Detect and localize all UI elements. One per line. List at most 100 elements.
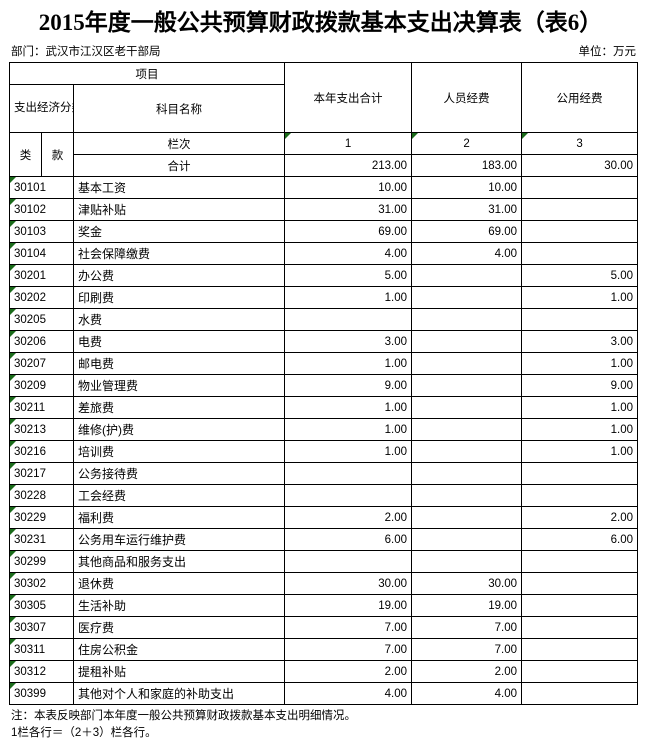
cell-value-public: 3.00	[521, 330, 639, 353]
header-row-item-group: 项目 本年支出合计 人员经费 公用经费	[8, 62, 639, 133]
cell-value-total	[284, 308, 413, 331]
cell-value-total: 2.00	[284, 506, 413, 529]
cell-value-public	[521, 616, 639, 639]
cell-value-personnel	[411, 550, 523, 573]
cell-value-personnel	[411, 418, 523, 441]
cell-value-personnel	[411, 506, 523, 529]
cell-value-total: 10.00	[284, 176, 413, 199]
cell-code: 30211	[9, 396, 74, 419]
header-code-sub-kuan: 款	[41, 132, 74, 177]
table-row: 30399 其他对个人和家庭的补助支出 4.00 4.00	[9, 682, 639, 705]
cell-value-public	[521, 484, 639, 507]
cell-value-total: 4.00	[284, 682, 413, 705]
cell-value-total: 31.00	[284, 198, 413, 221]
cell-value-personnel	[411, 462, 523, 485]
cell-value-total: 5.00	[284, 264, 413, 287]
cell-subject-name: 其他商品和服务支出	[72, 550, 286, 573]
cell-code: 30205	[9, 308, 74, 331]
header-name-col: 科目名称	[72, 84, 286, 133]
footer-notes: 注：本表反映部门本年度一般公共预算财政拨款基本支出明细情况。 1栏各行＝（2＋3…	[11, 708, 645, 742]
cell-subject-name: 工会经费	[72, 484, 286, 507]
cell-value-public: 1.00	[521, 418, 639, 441]
cell-subject-name: 基本工资	[72, 176, 286, 199]
cell-value-total: 6.00	[284, 528, 413, 551]
cell-subject-name: 水费	[72, 308, 286, 331]
cell-value-personnel	[411, 308, 523, 331]
cell-value-personnel	[411, 286, 523, 309]
cell-code: 30102	[9, 198, 74, 221]
cell-value-total	[284, 462, 413, 485]
table-row: 30205 水费	[9, 308, 639, 331]
cell-subject-name: 提租补贴	[72, 660, 286, 683]
cell-subject-name: 公务用车运行维护费	[72, 528, 286, 551]
cell-value-public	[521, 660, 639, 683]
cell-subject-name: 津贴补贴	[72, 198, 286, 221]
cell-value-personnel	[411, 374, 523, 397]
table-row: 30211 差旅费 1.00 1.00	[9, 396, 639, 419]
header-code-group: 支出经济分类科目编码	[9, 84, 74, 133]
table-row: 30229 福利费 2.00 2.00	[9, 506, 639, 529]
total-value-public: 30.00	[521, 154, 639, 177]
cell-value-public	[521, 572, 639, 595]
cell-subject-name: 维修(护)费	[72, 418, 286, 441]
cell-code: 30216	[9, 440, 74, 463]
cell-value-total: 69.00	[284, 220, 413, 243]
cell-code: 30307	[9, 616, 74, 639]
cell-code: 30312	[9, 660, 74, 683]
table-row: 30201 办公费 5.00 5.00	[9, 264, 639, 287]
cell-value-personnel: 30.00	[411, 572, 523, 595]
cell-subject-name: 其他对个人和家庭的补助支出	[72, 682, 286, 705]
header-index-2: 2	[411, 132, 523, 155]
cell-value-public: 1.00	[521, 352, 639, 375]
cell-value-personnel: 7.00	[411, 638, 523, 661]
table-row: 30231 公务用车运行维护费 6.00 6.00	[9, 528, 639, 551]
cell-code: 30103	[9, 220, 74, 243]
header-row-code-group: 支出经济分类科目编码 科目名称	[9, 84, 638, 133]
cell-code: 30311	[9, 638, 74, 661]
cell-subject-name: 培训费	[72, 440, 286, 463]
cell-subject-name: 公务接待费	[72, 462, 286, 485]
table-row: 30209 物业管理费 9.00 9.00	[9, 374, 639, 397]
cell-value-total: 9.00	[284, 374, 413, 397]
cell-value-personnel	[411, 484, 523, 507]
cell-code: 30207	[9, 352, 74, 375]
cell-code: 30305	[9, 594, 74, 617]
report-meta: 部门：武汉市江汉区老干部局 单位：万元	[11, 45, 636, 59]
cell-value-personnel: 4.00	[411, 242, 523, 265]
cell-value-personnel: 10.00	[411, 176, 523, 199]
table-row: 30103 奖金 69.00 69.00	[9, 220, 639, 243]
note-line-2: 1栏各行＝（2＋3）栏各行。	[11, 727, 157, 739]
cell-value-personnel	[411, 440, 523, 463]
table-row: 30307 医疗费 7.00 7.00	[9, 616, 639, 639]
table-row: 30102 津贴补贴 31.00 31.00	[9, 198, 639, 221]
cell-value-public	[521, 220, 639, 243]
cell-value-personnel: 69.00	[411, 220, 523, 243]
cell-value-public: 6.00	[521, 528, 639, 551]
cell-value-total: 7.00	[284, 616, 413, 639]
cell-code: 30231	[9, 528, 74, 551]
cell-subject-name: 办公费	[72, 264, 286, 287]
cell-code: 30217	[9, 462, 74, 485]
cell-subject-name: 物业管理费	[72, 374, 286, 397]
table-row: 30302 退休费 30.00 30.00	[9, 572, 639, 595]
header-col-total: 本年支出合计	[284, 62, 413, 133]
cell-value-public	[521, 176, 639, 199]
cell-subject-name: 社会保障缴费	[72, 242, 286, 265]
cell-value-public: 9.00	[521, 374, 639, 397]
table-row: 30206 电费 3.00 3.00	[9, 330, 639, 353]
table-row: 30305 生活补助 19.00 19.00	[9, 594, 639, 617]
cell-code: 30202	[9, 286, 74, 309]
cell-value-personnel: 31.00	[411, 198, 523, 221]
cell-value-total: 1.00	[284, 352, 413, 375]
cell-value-total: 4.00	[284, 242, 413, 265]
table-row: 30216 培训费 1.00 1.00	[9, 440, 639, 463]
cell-subject-name: 福利费	[72, 506, 286, 529]
cell-code: 30213	[9, 418, 74, 441]
department-label: 部门：武汉市江汉区老干部局	[11, 46, 161, 58]
cell-value-personnel: 19.00	[411, 594, 523, 617]
cell-value-public	[521, 198, 639, 221]
table-row: 30101 基本工资 10.00 10.00	[9, 176, 639, 199]
table-row: 30311 住房公积金 7.00 7.00	[9, 638, 639, 661]
cell-value-public: 1.00	[521, 286, 639, 309]
cell-value-total: 1.00	[284, 440, 413, 463]
